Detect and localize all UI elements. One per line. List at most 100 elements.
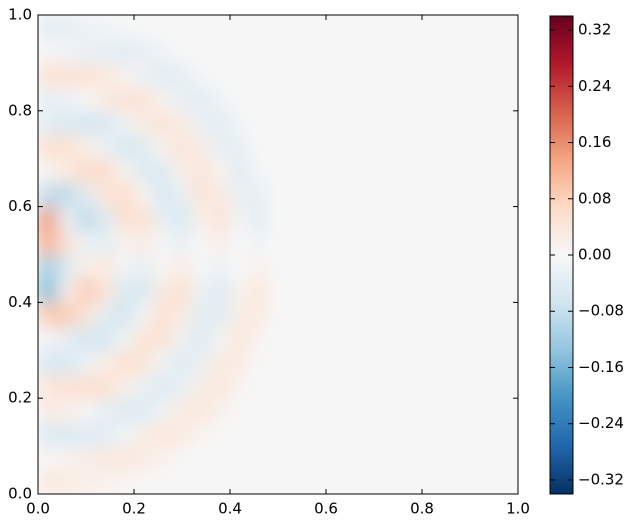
heatmap-cell — [172, 230, 193, 255]
heatmap-cell — [114, 254, 135, 279]
heatmap-cell — [38, 15, 58, 40]
heatmap-cell — [76, 62, 97, 88]
heatmap-cell — [95, 278, 116, 303]
colorbar-tick-label: 0.24 — [578, 77, 611, 95]
heatmap-cell — [191, 182, 212, 208]
heatmap-cell — [76, 446, 97, 471]
heatmap-cell — [249, 398, 269, 423]
heatmap-cell — [268, 326, 518, 351]
y-tick-label: 0.6 — [8, 197, 32, 215]
heatmap-cell — [153, 230, 173, 255]
heatmap-cell — [191, 302, 212, 327]
heatmap-cell — [95, 422, 116, 447]
heatmap-cell — [114, 326, 135, 351]
heatmap-cell — [38, 254, 58, 279]
heatmap-cell — [38, 350, 58, 375]
heatmap-cell — [95, 374, 116, 399]
heatmap-cell — [191, 254, 212, 279]
heatmap-cell — [57, 15, 77, 40]
heatmap-cell — [210, 350, 231, 375]
heatmap-cell — [191, 15, 212, 40]
heatmap-cell — [268, 158, 518, 184]
heatmap-cell — [134, 470, 154, 494]
heatmap-cell — [210, 326, 231, 351]
heatmap-cell — [268, 15, 518, 40]
heatmap-cell — [114, 278, 135, 303]
heatmap-cell — [210, 206, 231, 232]
heatmap-cell — [95, 62, 116, 88]
heatmap-cell — [38, 62, 58, 88]
colorbar-tick-label: 0.08 — [578, 189, 611, 207]
heatmap-cell — [268, 470, 518, 494]
heatmap-cell — [191, 230, 212, 255]
heatmap-cell — [230, 374, 250, 399]
heatmap-cell — [153, 86, 173, 112]
heatmap-cell — [153, 158, 173, 184]
heatmap-cell — [38, 206, 58, 232]
heatmap-cell — [114, 86, 135, 112]
heatmap-cell — [172, 302, 193, 327]
heatmap-cell — [172, 446, 193, 471]
heatmap-cell — [268, 398, 518, 423]
y-tick-label: 0.2 — [8, 389, 32, 407]
heatmap-cell — [38, 470, 58, 494]
heatmap-cell — [172, 206, 193, 232]
heatmap-cell — [57, 326, 77, 351]
heatmap-cell — [95, 38, 116, 64]
heatmap-cell — [230, 278, 250, 303]
heatmap-cell — [114, 302, 135, 327]
heatmap-cell — [268, 134, 518, 160]
heatmap-cell — [191, 374, 212, 399]
heatmap-cell — [95, 302, 116, 327]
heatmap-cell — [172, 134, 193, 160]
heatmap-cell — [230, 350, 250, 375]
heatmap-cell — [95, 398, 116, 423]
heatmap-cell — [153, 182, 173, 208]
heatmap-cell — [191, 62, 212, 88]
heatmap-cell — [95, 182, 116, 208]
heatmap-cell — [114, 446, 135, 471]
heatmap-cell — [57, 254, 77, 279]
heatmap-cell — [134, 302, 154, 327]
heatmap-cell — [95, 86, 116, 112]
heatmap-cell — [210, 470, 231, 494]
heatmap-cell — [57, 38, 77, 64]
heatmap-cell — [153, 15, 173, 40]
heatmap-cell — [76, 422, 97, 447]
heatmap-cell — [268, 446, 518, 471]
heatmap-cell — [172, 278, 193, 303]
heatmap-cell — [249, 158, 269, 184]
heatmap-cell — [114, 15, 135, 40]
heatmap-cell — [210, 278, 231, 303]
heatmap-cell — [57, 470, 77, 494]
heatmap-cell — [57, 206, 77, 232]
heatmap-cell — [191, 278, 212, 303]
heatmap-cell — [191, 206, 212, 232]
heatmap-cell — [38, 86, 58, 112]
heatmap-cell — [38, 110, 58, 136]
heatmap-cell — [114, 182, 135, 208]
heatmap-cell — [134, 158, 154, 184]
heatmap-cell — [230, 422, 250, 447]
heatmap-cell — [57, 446, 77, 471]
heatmap-cell — [249, 206, 269, 232]
heatmap-cell — [153, 278, 173, 303]
heatmap-cell — [114, 350, 135, 375]
heatmap-cell — [249, 62, 269, 88]
heatmap-cell — [134, 374, 154, 399]
heatmap-cell — [153, 422, 173, 447]
heatmap-cell — [57, 110, 77, 136]
heatmap-cell — [153, 470, 173, 494]
heatmap-cell — [76, 350, 97, 375]
heatmap-cell — [95, 470, 116, 494]
heatmap-cell — [114, 134, 135, 160]
heatmap-cell — [38, 326, 58, 351]
heatmap-cell — [230, 230, 250, 255]
heatmap-cell — [210, 254, 231, 279]
heatmap-cell — [268, 206, 518, 232]
heatmap-cell — [268, 278, 518, 303]
heatmap-cell — [134, 398, 154, 423]
heatmap-cell — [114, 38, 135, 64]
heatmap-cell — [210, 158, 231, 184]
heatmap-cell — [230, 62, 250, 88]
